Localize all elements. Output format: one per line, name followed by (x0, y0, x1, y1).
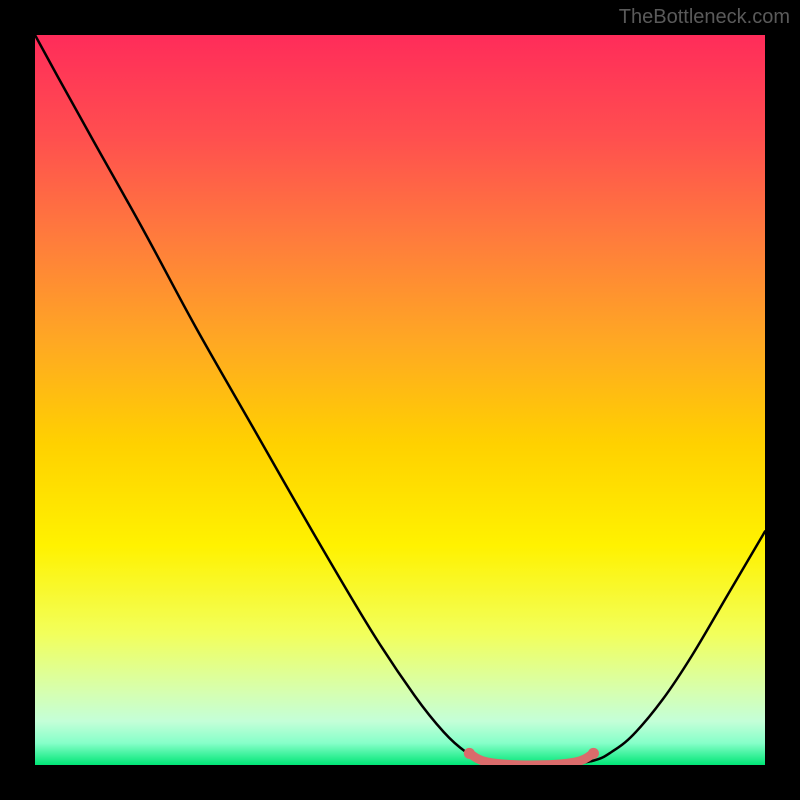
plateau-highlight (469, 753, 593, 765)
bottleneck-curve (35, 35, 765, 765)
curve-layer (35, 35, 765, 765)
plot-area (35, 35, 765, 765)
watermark-text: TheBottleneck.com (619, 6, 790, 29)
